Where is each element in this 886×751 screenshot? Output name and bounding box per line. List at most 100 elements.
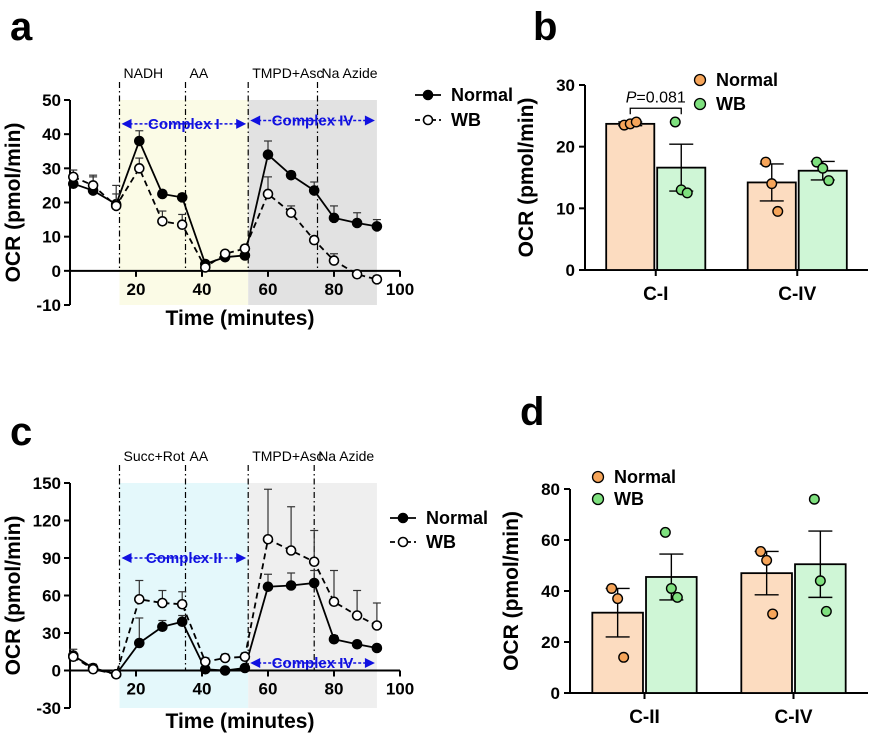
y-tick-label: 80 xyxy=(541,480,560,499)
x-tick-label: 80 xyxy=(325,680,344,699)
data-point xyxy=(285,169,297,181)
y-tick-label: 120 xyxy=(33,512,61,531)
legend-label: WB xyxy=(614,489,644,509)
x-tick-label: 60 xyxy=(259,680,278,699)
y-tick-label: 50 xyxy=(42,91,61,110)
data-point xyxy=(68,171,79,183)
data-point xyxy=(371,274,383,285)
data-point xyxy=(659,526,671,538)
y-axis-title: OCR (pmol/min) xyxy=(515,98,538,258)
data-point xyxy=(766,178,778,190)
data-point xyxy=(371,221,383,232)
series-line xyxy=(72,166,378,281)
data-point xyxy=(262,533,274,545)
category-label: C-IV xyxy=(778,284,816,305)
x-tick-label: 40 xyxy=(193,680,212,699)
event-label: Succ+Rot xyxy=(124,448,185,464)
data-point xyxy=(134,163,145,174)
y-tick-label: 30 xyxy=(42,624,61,643)
data-point xyxy=(328,633,340,645)
legend-label: WB xyxy=(716,94,746,114)
data-point xyxy=(262,581,274,593)
x-tick-label: 80 xyxy=(325,280,344,299)
data-point xyxy=(328,255,340,266)
data-point xyxy=(157,597,168,609)
data-point xyxy=(681,187,693,199)
region-label: Complex IV xyxy=(272,655,354,672)
data-point xyxy=(285,545,297,556)
arrowhead-left xyxy=(121,118,132,129)
legend-marker xyxy=(397,512,409,524)
legend-label: Normal xyxy=(451,85,513,105)
data-point xyxy=(814,575,826,587)
arrowhead-left xyxy=(250,115,261,126)
region-label: Complex IV xyxy=(272,113,354,130)
y-tick-label: 60 xyxy=(541,531,560,550)
data-point xyxy=(176,598,188,610)
y-tick-label: 10 xyxy=(556,199,575,218)
x-tick-label: 40 xyxy=(193,280,212,299)
data-point xyxy=(134,135,145,147)
legend-marker xyxy=(422,114,434,126)
data-point xyxy=(308,185,320,196)
data-point xyxy=(219,652,231,664)
y-tick-label: 60 xyxy=(42,587,61,606)
data-point xyxy=(285,207,297,219)
data-point xyxy=(328,212,340,224)
data-point xyxy=(612,593,624,605)
data-point xyxy=(110,668,122,680)
data-point xyxy=(606,582,618,594)
panel-letter: d xyxy=(520,390,544,434)
legend-marker xyxy=(693,97,707,111)
data-point xyxy=(262,188,274,200)
y-tick-label: 150 xyxy=(33,474,61,493)
legend-marker xyxy=(397,536,409,548)
arrowhead-right xyxy=(236,553,247,563)
data-point xyxy=(371,642,383,654)
panel-letter: b xyxy=(533,5,557,49)
data-point xyxy=(157,621,168,633)
category-label: C-I xyxy=(643,284,668,305)
data-point xyxy=(157,215,168,227)
category-label: C-IV xyxy=(775,707,813,728)
event-label: AA xyxy=(190,65,209,81)
data-point xyxy=(371,620,383,631)
data-point xyxy=(630,116,642,128)
data-point xyxy=(308,577,320,589)
arrowhead-right xyxy=(364,115,375,126)
x-axis-title: Time (minutes) xyxy=(166,307,315,330)
y-tick-label: 0 xyxy=(52,262,61,281)
y-tick-label: 40 xyxy=(42,125,61,144)
data-point xyxy=(823,175,835,187)
data-point xyxy=(351,638,363,650)
event-label: NADH xyxy=(124,65,164,81)
data-point xyxy=(285,580,297,591)
data-point xyxy=(134,637,145,649)
data-point xyxy=(134,593,145,605)
p-number: =0.081 xyxy=(636,89,685,106)
arrowhead-right xyxy=(236,118,247,129)
y-tick-label: 0 xyxy=(566,261,575,280)
data-point xyxy=(820,605,832,617)
arrowhead-left xyxy=(250,658,261,668)
data-point xyxy=(239,662,251,674)
data-point xyxy=(110,200,122,212)
data-point xyxy=(176,192,188,203)
y-axis-title: OCR (pmol/min) xyxy=(2,516,25,676)
data-point xyxy=(351,610,363,621)
data-point xyxy=(351,268,363,280)
y-tick-label: 10 xyxy=(42,228,61,247)
region-label: Complex I xyxy=(148,116,220,133)
y-tick-label: -10 xyxy=(36,296,61,315)
y-tick-label: 0 xyxy=(52,662,61,681)
data-point xyxy=(308,556,320,568)
legend-label: Normal xyxy=(426,508,488,528)
p-symbol: P xyxy=(626,89,637,106)
legend-label: Normal xyxy=(716,70,778,90)
data-point xyxy=(239,243,251,254)
data-point xyxy=(772,205,784,217)
bar xyxy=(797,169,848,271)
data-point xyxy=(669,116,681,128)
